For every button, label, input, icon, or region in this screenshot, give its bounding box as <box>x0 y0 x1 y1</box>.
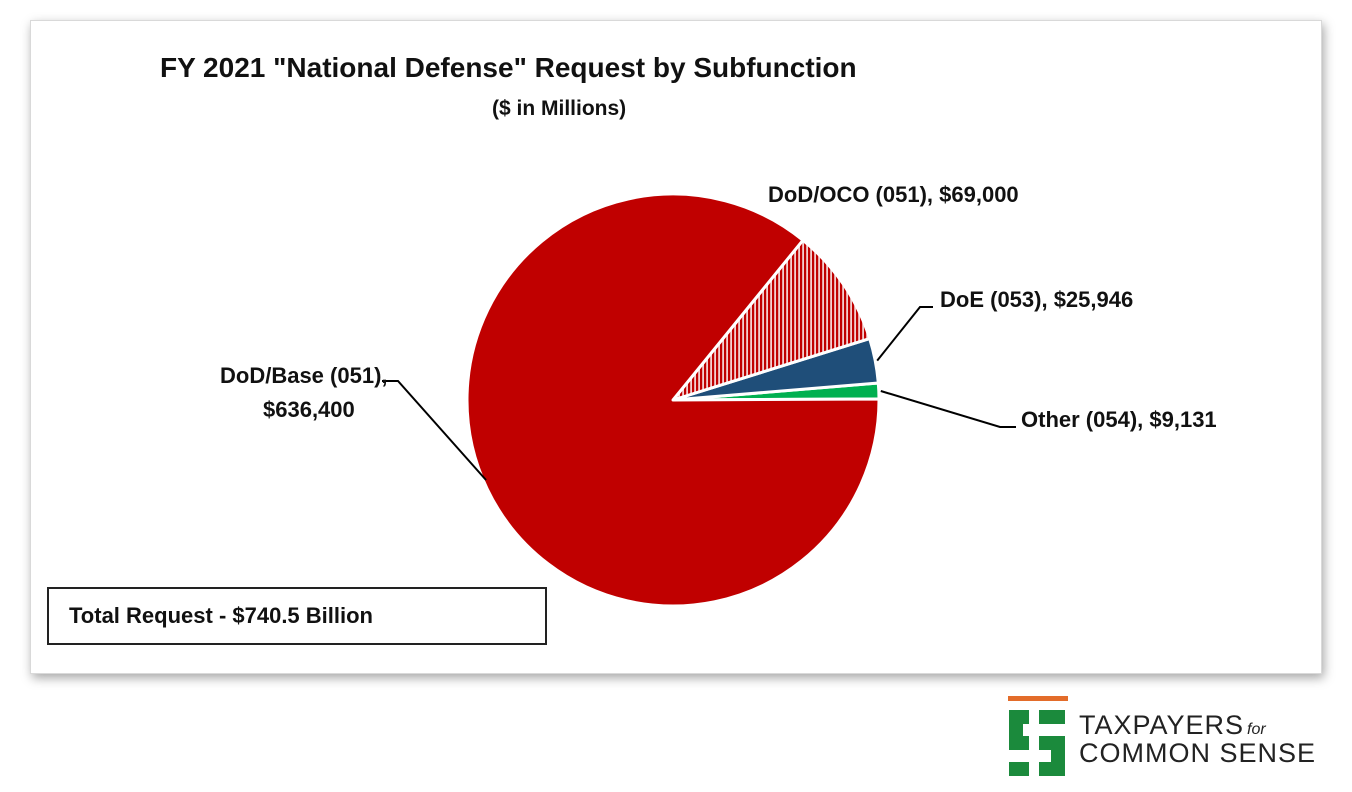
leader-line-dod-base <box>382 380 487 481</box>
pie-slice-dod-oco-051 <box>671 238 872 402</box>
logo-text-taxpayers: TAXPAYERS <box>1079 710 1245 740</box>
slice-label-dod-base-line2: $636,400 <box>263 397 355 422</box>
logo-accent-bar <box>1008 696 1068 701</box>
slice-label-other: Other (054), $9,131 <box>1021 407 1217 432</box>
slice-label-dod-base-line1: DoD/Base (051), <box>220 363 388 388</box>
logo-text-line1: TAXPAYERS for <box>1079 710 1266 741</box>
chart-subtitle: ($ in Millions) <box>492 97 627 120</box>
slice-label-dod-oco: DoD/OCO (051), $69,000 <box>768 182 1019 207</box>
total-request-box: Total Request - $740.5 Billion <box>47 587 547 645</box>
leader-line-other <box>880 390 1016 428</box>
total-request-text: Total Request - $740.5 Billion <box>69 603 373 628</box>
logo-text-for: for <box>1247 721 1266 738</box>
dollar-sign-icon <box>1009 706 1065 782</box>
slice-label-doe: DoE (053), $25,946 <box>940 287 1133 312</box>
chart-title: FY 2021 "National Defense" Request by Su… <box>160 52 857 83</box>
pie-slice-dod-base-051 <box>465 192 881 608</box>
taxpayers-logo: TAXPAYERS for COMMON SENSE <box>1005 696 1325 782</box>
logo-text-line2: COMMON SENSE <box>1079 738 1317 768</box>
slice-label-dod-base: DoD/Base (051), $636,400 <box>220 363 394 422</box>
leader-line-doe <box>876 306 933 362</box>
